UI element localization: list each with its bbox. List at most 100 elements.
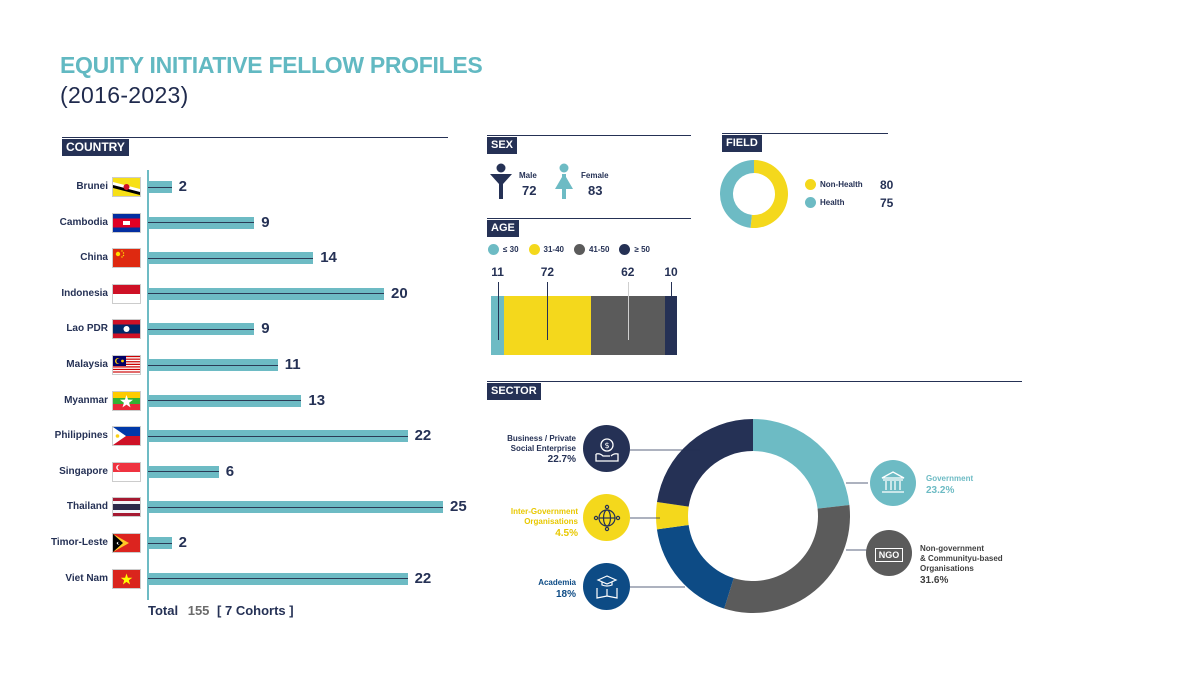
country-value-thailand: 25 — [450, 498, 467, 516]
age-segment-2 — [590, 296, 665, 355]
svg-text:$: $ — [604, 441, 609, 450]
sector-government-label: Government 23.2% — [926, 474, 973, 496]
age-legend-item-0: ≤ 30 — [488, 244, 519, 255]
country-label-singapore: Singapore — [59, 465, 108, 477]
age-legend-dot-0 — [488, 244, 499, 255]
field-heading: FIELD — [722, 135, 762, 152]
age-value-2: 62 — [621, 265, 635, 279]
flag-lao-pdr-icon — [112, 319, 141, 340]
sex-heading: SEX — [487, 137, 518, 154]
flag-indonesia-icon — [112, 283, 141, 304]
country-bar-philippines — [148, 430, 408, 443]
government-building-icon — [870, 460, 916, 506]
sector-heading: SECTOR — [487, 383, 541, 400]
age-legend-label-0: ≤ 30 — [503, 245, 519, 254]
field-legend-item-health: Health 75 — [805, 196, 905, 210]
country-value-china: 14 — [320, 249, 337, 267]
flag-china-icon — [112, 248, 141, 269]
age-legend-label-1: 31-40 — [543, 245, 564, 254]
country-bar-thailand — [148, 501, 443, 514]
country-label-brunei: Brunei — [76, 181, 108, 192]
sector-business-line2: Social Enterprise — [510, 444, 576, 453]
field-legend-dot-non-health — [805, 179, 816, 190]
total-line: Total 155 [ 7 Cohorts ] — [148, 603, 294, 618]
country-value-timor-leste: 2 — [178, 534, 187, 551]
flag-thailand-icon — [112, 497, 141, 518]
sex-rule — [487, 135, 691, 136]
field-donut — [720, 160, 788, 228]
country-value-indonesia: 20 — [391, 284, 408, 302]
female-label: Female — [581, 171, 609, 180]
country-bar-brunei — [148, 181, 172, 193]
ngo-icon: NGO — [866, 530, 912, 576]
field-legend: Non-Health 80 Health 75 — [805, 178, 905, 214]
page-title: EQUITY INITIATIVE FELLOW PROFILES — [60, 52, 483, 78]
country-bar-malaysia — [148, 359, 278, 371]
sector-ngo-line1: Non-government — [920, 544, 984, 553]
flag-myanmar-icon — [112, 390, 141, 411]
female-value: 83 — [588, 183, 603, 198]
age-legend-item-3: ≥ 50 — [619, 244, 650, 255]
field-legend-label-non-health: Non-Health — [820, 180, 863, 189]
country-value-lao-pdr: 9 — [261, 320, 270, 338]
sector-government-name: Government — [926, 474, 974, 483]
country-label-viet-nam: Viet Nam — [65, 572, 108, 584]
male-icon — [490, 163, 512, 204]
total-label: Total — [148, 603, 179, 618]
country-rule — [62, 137, 448, 138]
field-legend-item-non-health: Non-Health 80 — [805, 177, 905, 192]
age-leader-1 — [547, 282, 549, 340]
country-row-cambodia: Cambodia 9 — [0, 212, 480, 233]
male-label: Male — [519, 171, 537, 180]
sector-rule — [487, 381, 1022, 382]
male-value: 72 — [522, 183, 537, 198]
sector-business-line1: Business / Private — [507, 434, 576, 443]
country-bar-indonesia — [148, 287, 384, 300]
flag-malaysia-icon — [112, 355, 141, 375]
sector-intergov-line1: Inter-Government — [510, 507, 578, 516]
sector-ngo-pct: 31.6% — [920, 575, 949, 586]
age-leader-2 — [627, 282, 629, 340]
field-legend-value-non-health: 80 — [880, 177, 894, 192]
page-subtitle: (2016-2023) — [60, 82, 189, 108]
country-label-indonesia: Indonesia — [61, 287, 108, 299]
sector-slice-2 — [656, 524, 734, 609]
country-row-timor-leste: Timor-Leste 2 — [0, 533, 480, 553]
sector-donut — [656, 419, 850, 613]
age-chart: 11 72 62 10 — [491, 265, 681, 355]
total-cohorts: [ 7 Cohorts ] — [217, 603, 294, 618]
flag-cambodia-icon — [112, 212, 141, 233]
sector-slice-3 — [656, 502, 689, 530]
sector-business-label: Business / Private Social Enterprise 22.… — [488, 434, 576, 465]
country-row-lao-pdr: Lao PDR 9 — [0, 319, 480, 340]
sector-ngo-line2: & Communityu-based — [920, 554, 1003, 563]
age-legend-dot-3 — [619, 244, 631, 255]
flag-philippines-icon — [112, 426, 141, 447]
country-label-myanmar: Myanmar — [64, 394, 108, 406]
country-value-singapore: 6 — [225, 462, 235, 480]
age-legend-item-1: 31-40 — [528, 244, 564, 255]
field-slice-0 — [750, 160, 788, 228]
country-row-singapore: Singapore 6 — [0, 461, 480, 482]
sector-intergov-pct: 4.5% — [555, 528, 578, 539]
country-row-china: China 14 — [0, 248, 480, 269]
flag-singapore-icon — [112, 461, 141, 482]
sector-ngo-label: Non-government & Communityu-based Organi… — [920, 544, 1003, 586]
graduation-book-icon — [583, 563, 630, 610]
field-slice-1 — [720, 160, 754, 228]
country-bar-timor-leste — [148, 537, 172, 549]
age-legend-item-2: 41-50 — [573, 244, 609, 255]
sector-slice-4 — [657, 419, 753, 507]
sector-slice-0 — [753, 419, 850, 509]
country-chart: Brunei 2 Cambodia 9 China 14 Indonesia 20 Lao PD… — [0, 170, 480, 600]
total-value: 155 — [187, 603, 210, 618]
age-leader-3 — [671, 282, 672, 340]
country-row-brunei: Brunei 2 — [0, 177, 480, 197]
sector-academia-pct: 18% — [555, 589, 576, 600]
country-value-brunei: 2 — [178, 178, 187, 195]
sector-government-pct: 23.2% — [926, 485, 955, 496]
ngo-icon-text: NGO — [874, 548, 904, 562]
country-heading: COUNTRY — [62, 139, 129, 156]
field-rule — [722, 133, 888, 134]
